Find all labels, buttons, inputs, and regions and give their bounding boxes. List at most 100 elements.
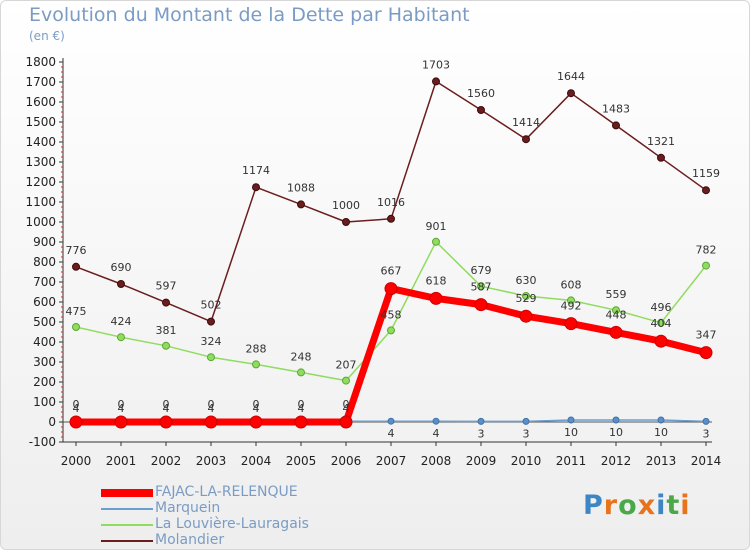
data-label-fajac-la-relenque: 0 [298,398,305,411]
data-point-molandier [342,218,350,226]
data-label-marquein: 4 [253,402,260,415]
data-point-molandier [387,214,395,223]
chart-title: Evolution du Montant de la Dette par Hab… [29,4,470,26]
x-tick-label: 2001 [106,454,137,468]
data-point-fajac-la-relenque [69,415,83,429]
logo-letter: x [637,490,657,521]
y-tick-label: 500 [33,315,56,329]
data-point-molandier [702,186,710,195]
x-tick-label: 2012 [601,454,632,468]
data-label-marquein: 4 [343,402,350,415]
data-point-la-louvi-re-lauragais [612,306,620,315]
data-label-molandier: 1174 [242,164,270,177]
y-tick-label: 700 [33,275,56,289]
data-label-molandier: 1483 [602,102,630,115]
x-tick-label: 2010 [511,454,542,468]
data-point-la-louvi-re-lauragais [522,292,530,300]
data-point-marquein [612,416,620,424]
data-point-marquein [432,417,440,425]
legend-item: Marquein [101,500,361,517]
x-tick-label: 2005 [286,454,317,468]
logo-letter: i [680,490,691,521]
data-label-marquein: 4 [163,402,170,415]
data-label-marquein: 3 [478,427,485,440]
data-label-la-louvi-re-lauragais: 901 [426,220,447,233]
data-point-molandier [117,280,125,288]
y-tick-label: 1500 [25,115,56,129]
data-label-la-louvi-re-lauragais: 608 [561,278,582,291]
data-label-la-louvi-re-lauragais: 496 [651,301,672,314]
data-label-marquein: 10 [654,426,668,439]
y-tick-label: 1800 [25,55,56,69]
y-tick-label: 100 [33,395,56,409]
legend-swatch [101,489,153,497]
data-label-la-louvi-re-lauragais: 679 [471,264,492,277]
proxiti-logo: Proxiti [583,490,691,521]
data-point-molandier [432,77,440,86]
data-label-marquein: 4 [118,402,125,415]
x-tick-label: 2011 [556,454,587,468]
legend-label: FAJAC-LA-RELENQUE [155,484,298,500]
logo-letter: r [603,490,619,521]
y-tick-label: 300 [33,355,56,369]
y-tick-label: 1600 [25,95,56,109]
x-tick-label: 2008 [421,454,452,468]
data-label-molandier: 690 [111,261,132,274]
data-label-marquein: 4 [298,402,305,415]
data-point-la-louvi-re-lauragais [387,326,395,335]
data-point-fajac-la-relenque [159,415,173,429]
x-tick-label: 2000 [61,454,92,468]
data-label-fajac-la-relenque: 404 [651,317,672,330]
data-point-fajac-la-relenque [699,346,713,360]
data-label-la-louvi-re-lauragais: 381 [156,324,177,337]
data-point-molandier [297,200,305,209]
legend-item: FAJAC-LA-RELENQUE [101,484,361,501]
data-point-marquein [657,416,665,424]
data-label-la-louvi-re-lauragais: 458 [381,308,402,321]
data-label-fajac-la-relenque: 0 [253,398,260,411]
data-label-la-louvi-re-lauragais: 324 [201,335,222,348]
data-label-fajac-la-relenque: 347 [696,329,717,342]
data-point-marquein [522,417,530,425]
y-tick-label: 1200 [25,175,56,189]
data-label-molandier: 1016 [377,196,405,209]
data-label-molandier: 1159 [692,167,720,180]
data-point-la-louvi-re-lauragais [252,360,260,369]
y-tick-label: -100 [29,435,56,449]
data-label-la-louvi-re-lauragais: 424 [111,315,132,328]
data-label-la-louvi-re-lauragais: 782 [696,244,717,257]
data-point-fajac-la-relenque [474,298,488,312]
data-label-molandier: 1088 [287,181,315,194]
y-tick-label: 800 [33,255,56,269]
data-label-fajac-la-relenque: 587 [471,281,492,294]
legend-swatch [101,508,153,510]
data-point-molandier [72,262,80,271]
y-tick-label: 1000 [25,215,56,229]
logo-letter: t [666,490,681,521]
data-point-la-louvi-re-lauragais [702,261,710,270]
x-tick-label: 2007 [376,454,407,468]
y-tick-label: 1400 [25,135,56,149]
data-label-fajac-la-relenque: 0 [163,398,170,411]
data-label-molandier: 1644 [557,70,585,83]
data-label-marquein: 10 [564,426,578,439]
data-point-fajac-la-relenque [429,291,443,305]
legend-swatch [101,524,153,526]
data-label-la-louvi-re-lauragais: 559 [606,288,627,301]
data-point-marquein [387,417,395,425]
data-label-molandier: 776 [66,244,87,257]
logo-letter: o [618,490,638,521]
x-tick-label: 2009 [466,454,497,468]
data-label-molandier: 1414 [512,116,540,129]
data-point-fajac-la-relenque [249,415,263,429]
data-label-marquein: 3 [523,427,530,440]
data-label-la-louvi-re-lauragais: 475 [66,305,87,318]
data-label-la-louvi-re-lauragais: 288 [246,342,267,355]
data-label-molandier: 1703 [422,58,450,71]
y-tick-label: 1300 [25,155,56,169]
data-label-fajac-la-relenque: 492 [561,300,582,313]
data-point-molandier [612,121,620,130]
data-label-la-louvi-re-lauragais: 248 [291,350,312,363]
data-point-la-louvi-re-lauragais [477,282,485,291]
unit-label: (en €) [29,29,65,43]
